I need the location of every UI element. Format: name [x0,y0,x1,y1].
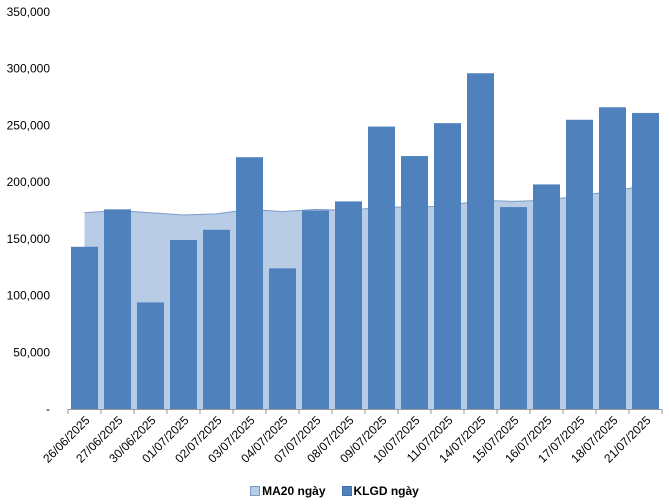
klgd-bar [566,119,593,409]
klgd-bar [599,107,626,409]
legend-swatch-ma20 [250,486,261,496]
klgd-bar [434,123,461,409]
y-tick-label: 250,000 [7,118,51,132]
legend: MA20 ngày KLGD ngày [0,484,669,498]
klgd-bar [71,246,98,409]
klgd-bar [632,112,659,410]
klgd-bar [104,209,131,409]
y-tick-label: 300,000 [7,62,51,76]
klgd-bar [170,239,197,409]
klgd-bar-series [71,73,659,410]
y-tick-label: 50,000 [13,345,50,359]
legend-label-ma20: MA20 ngày [262,484,326,498]
klgd-bar [203,229,230,409]
klgd-bar [302,210,329,409]
y-axis: - 50,000 100,000 150,000 200,000 250,000 300,0… [7,5,51,416]
legend-swatch-klgd [341,486,352,496]
ma20-area [84,185,646,409]
ma20-area-series [84,185,646,409]
y-tick-label: 350,000 [7,5,51,19]
x-axis: 26/06/202527/06/202530/06/202501/07/2025… [40,409,663,466]
legend-item-ma20: MA20 ngày [250,484,326,498]
legend-item-klgd: KLGD ngày [341,484,419,498]
legend-label-klgd: KLGD ngày [353,484,419,498]
klgd-bar [467,73,494,409]
klgd-bar [401,156,428,409]
y-tick-label: - [46,402,50,416]
klgd-bar [533,184,560,409]
y-tick-label: 200,000 [7,175,51,189]
klgd-bar [269,268,296,409]
klgd-bar [236,157,263,409]
klgd-bar [137,302,164,409]
klgd-bar [335,201,362,409]
y-tick-label: 100,000 [7,289,51,303]
klgd-bar [368,126,395,409]
klgd-bar [500,207,527,409]
y-tick-label: 150,000 [7,232,51,246]
